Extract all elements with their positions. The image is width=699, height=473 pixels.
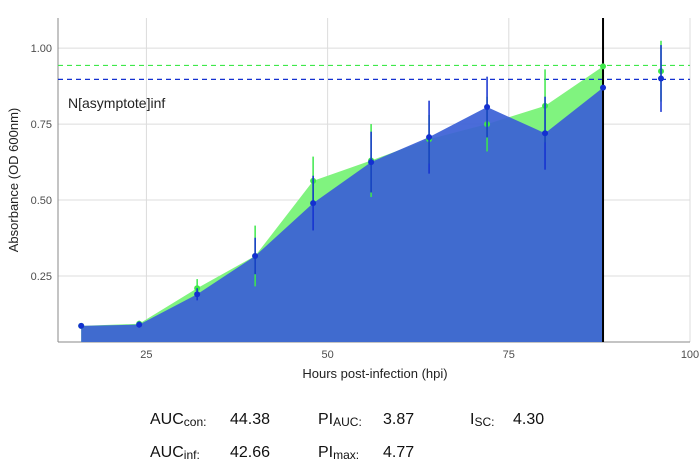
stat-name: I — [470, 411, 474, 428]
y-tick-label: 0.25 — [31, 271, 52, 283]
stat-subscript: max: — [333, 448, 359, 462]
stat-value: 4.77 — [383, 444, 414, 461]
stat-value: 44.38 — [230, 411, 270, 428]
point — [78, 322, 85, 329]
stat-value: 42.66 — [230, 444, 270, 461]
stat-label: AUCinf: — [150, 444, 200, 462]
stat-value: 3.87 — [383, 411, 414, 428]
stat-subscript: AUC: — [333, 415, 362, 429]
y-tick-label: 0.75 — [31, 119, 52, 131]
stat-label: PIAUC: — [318, 411, 362, 429]
x-tick-label: 75 — [503, 349, 515, 361]
point — [136, 321, 143, 328]
x-tick-label: 25 — [140, 349, 152, 361]
stat-name: PI — [318, 411, 333, 428]
stat-name: AUC — [150, 411, 184, 428]
stat-name: AUC — [150, 444, 184, 461]
y-axis-label: Absorbance (OD 600nm) — [6, 108, 21, 253]
point — [252, 252, 259, 259]
x-tick-label: 50 — [321, 349, 333, 361]
point — [600, 84, 607, 91]
stat-name: PI — [318, 444, 333, 461]
point — [368, 159, 375, 166]
stat-label: ISC: — [470, 411, 494, 429]
point — [426, 134, 433, 141]
point — [484, 104, 491, 111]
y-tick-label: 0.50 — [31, 195, 52, 207]
point — [310, 200, 317, 207]
stat-subscript: inf: — [184, 448, 200, 462]
area — [81, 87, 604, 342]
stat-label: PImax: — [318, 444, 359, 462]
stat-label: AUCcon: — [150, 411, 206, 429]
stat-subscript: SC: — [474, 415, 494, 429]
point — [542, 130, 549, 137]
point — [658, 75, 665, 82]
x-axis-label: Hours post-infection (hpi) — [302, 366, 447, 381]
point — [194, 291, 201, 298]
stat-value: 4.30 — [513, 411, 544, 428]
y-tick-label: 1.00 — [31, 43, 52, 55]
stat-subscript: con: — [184, 415, 207, 429]
x-tick-label: 100 — [681, 349, 699, 361]
annotation: N[asymptote]inf — [68, 95, 165, 111]
point — [600, 63, 607, 70]
